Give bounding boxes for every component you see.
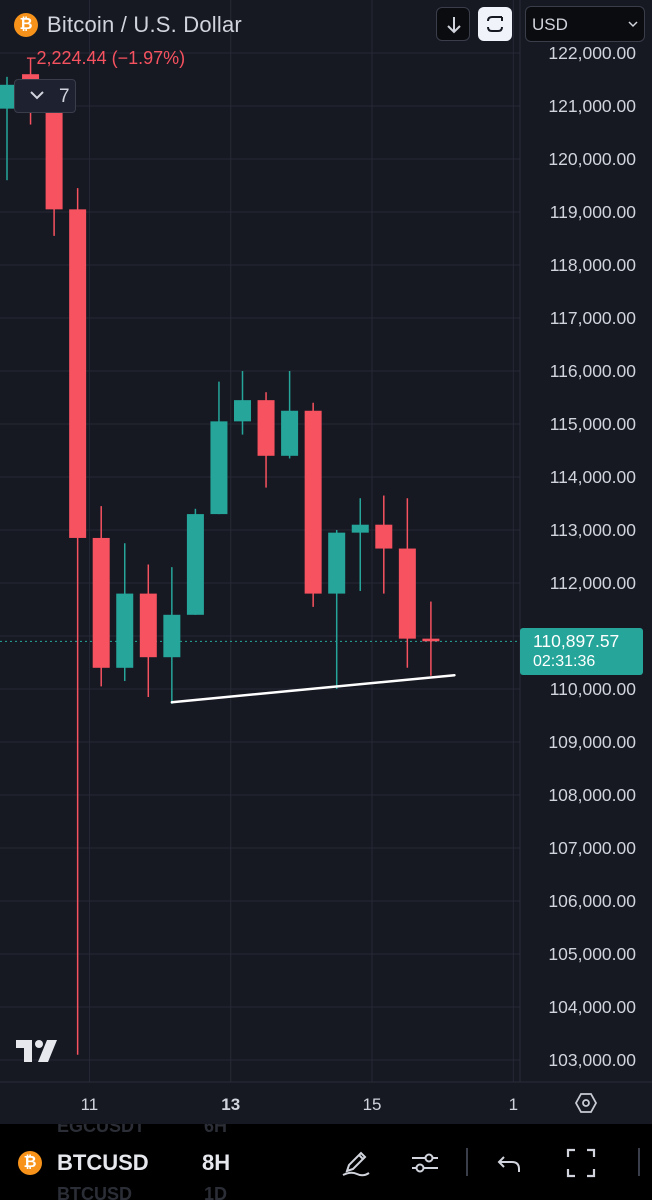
candle-body [375,524,393,549]
last-price-tag: 110,897.57 02:31:36 [520,628,643,675]
candle-up [210,381,228,515]
symbol-title[interactable]: Bitcoin / U.S. Dollar [47,12,242,37]
candle-body [163,614,181,658]
currency-value: USD [532,15,568,34]
chevron-down-icon [30,91,44,100]
time-axis[interactable]: 11 13 15 1 [81,1095,518,1114]
candle-up [234,371,251,435]
candle-down [398,498,416,668]
trendline-drawing[interactable] [170,673,456,704]
candle-up [0,76,16,181]
candle-up [351,498,369,591]
price-tick-label: 112,000.00 [550,573,637,593]
candle-body [398,548,416,639]
time-tick-label: 1 [509,1095,518,1114]
candle-down [69,188,87,1055]
price-tick-label: 121,000.00 [548,96,636,116]
price-tick-label: 119,000.00 [550,202,637,222]
candle-body [257,400,275,456]
candle-up [163,567,181,704]
price-tick-label: 105,000.00 [548,944,636,964]
price-tick-label: 120,000.00 [548,149,636,169]
download-button[interactable] [436,7,470,41]
price-tick-label: 117,000.00 [550,308,637,328]
indicators-count: 7 [59,86,70,107]
price-tick-label: 122,000.00 [548,43,636,63]
time-tick-label: 15 [363,1095,382,1114]
candle-down [422,601,440,676]
price-change: −2,224.44 (−1.97%) [26,48,186,68]
chevron-down-icon [628,21,638,28]
pen-draw-icon[interactable] [339,1147,371,1179]
candle-body [116,593,134,668]
price-tick-label: 114,000.00 [550,467,637,487]
arrow-down-icon [447,17,461,34]
price-tick-label: 108,000.00 [548,785,636,805]
price-tick-label: 116,000.00 [550,361,637,381]
chart-header: ₿ Bitcoin / U.S. Dollar −2,224.44 (−1.97… [0,0,652,113]
candle-body [45,106,63,210]
toolbar-divider [638,1148,640,1176]
candle-body [0,84,16,109]
candle-down [45,100,63,236]
candle-body [69,209,87,538]
candle-up [328,530,346,689]
sync-button[interactable] [478,7,512,41]
time-tick-label: 11 [81,1095,99,1114]
time-tick-label: 13 [221,1095,240,1114]
candle-body [210,421,228,515]
symbol-selector[interactable]: BTCUSD [57,1150,149,1175]
ghost-symbol: BTCUSD [57,1184,132,1200]
candle-down [375,495,393,594]
last-price-value: 110,897.57 [533,631,620,651]
candle-body [351,524,369,533]
candle-up [116,543,134,682]
candle-body [422,638,440,642]
price-tick-label: 103,000.00 [548,1050,636,1070]
tradingview-logo-icon[interactable] [16,1038,64,1064]
candle-body [281,410,299,456]
candle-up [281,371,299,459]
candle-down [92,506,110,687]
indicators-sliders-icon[interactable] [409,1147,441,1179]
chart-settings-icon[interactable] [574,1091,598,1115]
price-chart[interactable]: 103,000.00 104,000.00 105,000.00 106,000.00… [0,0,652,1124]
price-axis[interactable]: 103,000.00 104,000.00 105,000.00 106,000.00… [548,43,636,1070]
price-tick-label: 107,000.00 [548,838,636,858]
price-tick-label: 110,000.00 [550,679,637,699]
bitcoin-logo-icon: ₿ [18,1151,42,1175]
candle-body [139,593,157,658]
candle-down [139,564,157,697]
candle-up [186,508,204,615]
fullscreen-icon[interactable] [565,1147,597,1179]
candle-body [92,537,110,668]
bottom-toolbar: EGCUSDT 6H BTCUSD 1D ₿ BTCUSD 8H [0,1124,652,1200]
ghost-symbol: EGCUSDT [57,1124,146,1136]
price-tick-label: 115,000.00 [550,414,637,434]
candle-body [304,410,322,594]
interval-selector[interactable]: 8H [202,1150,231,1175]
candle-body [234,400,251,422]
price-tick-label: 109,000.00 [548,732,636,752]
price-tick-label: 104,000.00 [548,997,636,1017]
bar-countdown: 02:31:36 [533,653,596,670]
ghost-interval: 6H [204,1124,228,1136]
price-tick-label: 106,000.00 [548,891,636,911]
candle-body [328,532,346,594]
price-tick-label: 113,000.00 [550,520,637,540]
toolbar-divider [466,1148,468,1176]
candle-down [304,402,322,607]
candle-body [186,514,204,615]
candle-down [257,392,275,488]
undo-icon[interactable] [494,1147,526,1179]
ghost-interval: 1D [204,1184,228,1200]
support-trendline [170,673,456,704]
sync-icon [487,16,503,32]
price-tick-label: 118,000.00 [550,255,637,275]
bitcoin-logo-icon: ₿ [14,13,38,37]
indicators-collapse-button[interactable]: 7 [14,79,76,113]
candles [0,58,440,1055]
currency-select[interactable]: USD [525,6,645,42]
